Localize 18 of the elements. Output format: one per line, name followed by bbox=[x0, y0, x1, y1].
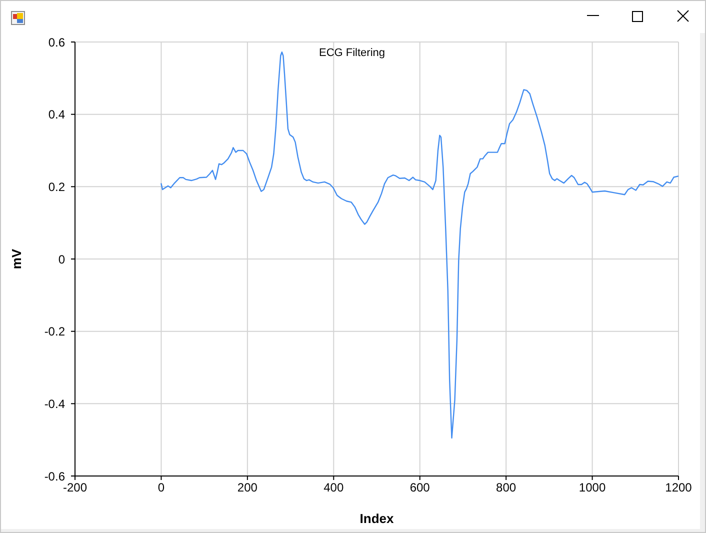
y-axis-title: mV bbox=[8, 248, 24, 270]
y-tick-label: 0.2 bbox=[48, 180, 66, 194]
y-tick-label: 0 bbox=[58, 252, 66, 266]
x-tick-label: -200 bbox=[62, 480, 88, 495]
x-tick-label: 800 bbox=[496, 480, 516, 495]
y-tick-label: -0.2 bbox=[44, 324, 66, 339]
y-tick-label: -0.6 bbox=[44, 469, 66, 484]
y-tick-label: 0.6 bbox=[48, 35, 66, 50]
x-tick-label: 0 bbox=[158, 480, 165, 495]
y-tick-label: 0.4 bbox=[48, 108, 66, 122]
chart-title: ECG Filtering bbox=[318, 47, 386, 59]
x-tick-label: 1000 bbox=[578, 480, 606, 495]
y-tick-label: -0.4 bbox=[44, 396, 66, 411]
x-axis-title: Index bbox=[360, 510, 394, 526]
x-tick-label: 400 bbox=[324, 480, 344, 495]
x-tick-label: 600 bbox=[410, 480, 430, 495]
x-tick-label: 1200 bbox=[665, 480, 692, 495]
x-tick-label: 200 bbox=[237, 480, 258, 495]
